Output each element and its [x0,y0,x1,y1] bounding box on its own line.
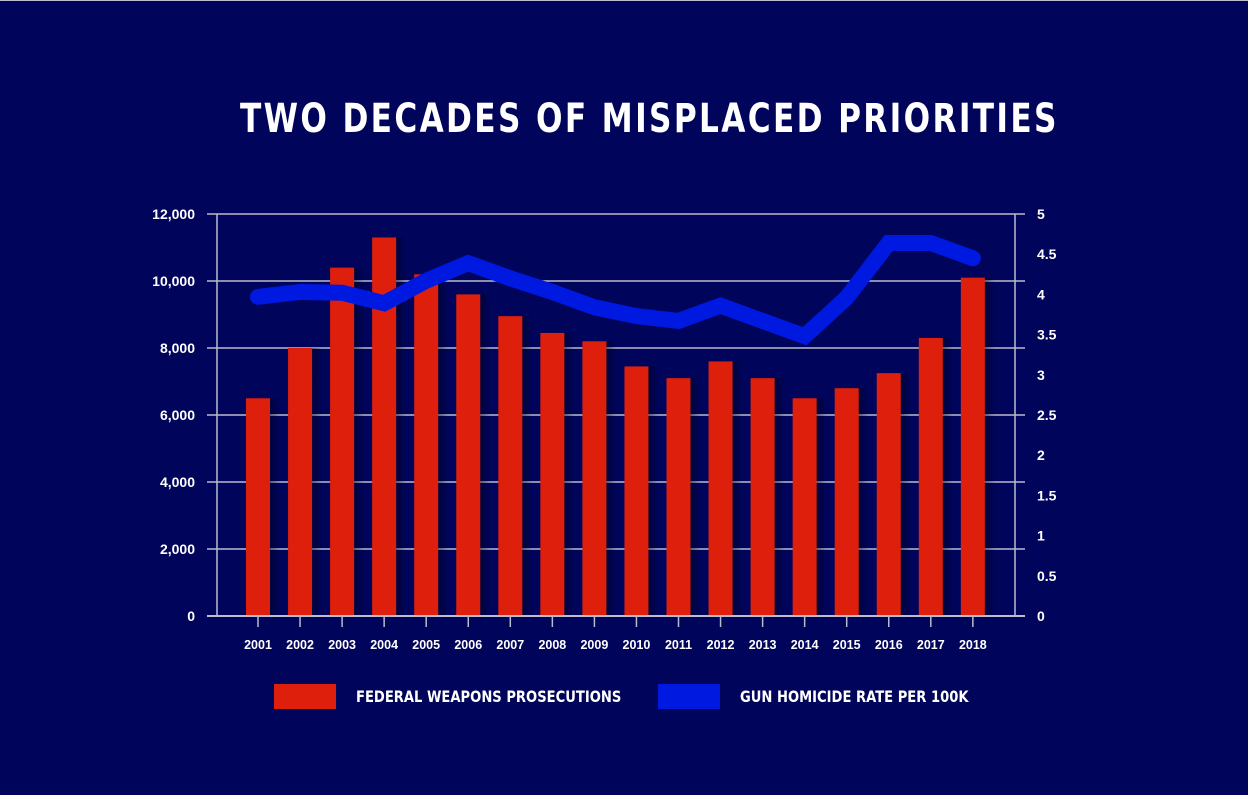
bar-shadow [859,388,869,616]
legend-label-prosecutions: FEDERAL WEAPONS PROSECUTIONS [356,687,621,706]
bar [288,348,312,616]
y-right-tick-label: 4.5 [1037,246,1057,262]
bar [667,378,691,616]
y-right-tick-label: 1.5 [1037,487,1057,503]
bar-shadow [522,316,532,616]
bar [793,398,817,616]
bar-shadow [901,373,911,616]
x-tick-label: 2018 [959,638,987,652]
homicide-line [258,243,973,336]
y-left-tick-label: 6,000 [160,407,195,423]
x-tick-label: 2002 [286,638,314,652]
legend-item-prosecutions: FEDERAL WEAPONS PROSECUTIONS [274,684,680,709]
bar [961,278,985,616]
bar [919,338,943,616]
x-tick-label: 2006 [454,638,482,652]
y-left-tick-label: 8,000 [160,340,195,356]
bar-shadow [354,268,364,616]
y-right-tick-label: 0.5 [1037,568,1057,584]
y-right-tick-label: 5 [1037,206,1045,222]
y-right-tick-label: 2 [1037,447,1045,463]
bar [456,294,480,616]
x-tick-label: 2015 [833,638,861,652]
x-tick-label: 2014 [791,638,819,652]
y-left-tick-label: 12,000 [152,206,195,222]
bar-shadow [564,333,574,616]
bar [582,341,606,616]
bar-shadow [733,361,743,616]
x-tick-label: 2001 [244,638,272,652]
legend-swatch-homicide-rate [658,684,720,709]
x-tick-label: 2008 [538,638,566,652]
bar-shadow [943,338,953,616]
bar [709,361,733,616]
x-tick-label: 2012 [707,638,735,652]
bar [624,366,648,616]
line-series-homicide-rate [258,243,973,336]
bar [246,398,270,616]
bar [877,373,901,616]
x-tick-label: 2016 [875,638,903,652]
y-right-tick-label: 1 [1037,528,1045,544]
bar [414,274,438,616]
x-tick-label: 2003 [328,638,356,652]
legend-swatch-prosecutions [274,684,336,709]
bar-shadow [985,278,995,616]
x-tick-label: 2011 [665,638,692,652]
bar-shadow [270,398,280,616]
bar [751,378,775,616]
y-right-tick-label: 3.5 [1037,327,1057,343]
legend-label-homicide-rate: GUN HOMICIDE RATE PER 100K [740,687,968,706]
y-right-tick-label: 3 [1037,367,1045,383]
y-left-tick-label: 4,000 [160,474,195,490]
bar-shadow [691,378,701,616]
x-tick-label: 2005 [412,638,440,652]
bar-shadow [606,341,616,616]
bar [835,388,859,616]
bar [498,316,522,616]
x-tick-label: 2013 [749,638,777,652]
x-tick-label: 2017 [917,638,945,652]
bar [330,268,354,616]
bar-shadow [817,398,827,616]
y-left-tick-label: 0 [187,608,195,624]
y-left-tick-label: 2,000 [160,541,195,557]
x-tick-label: 2004 [370,638,398,652]
bar-shadow [480,294,490,616]
x-tick-label: 2007 [496,638,524,652]
x-tick-label: 2010 [623,638,651,652]
bar-shadow [775,378,785,616]
bar-shadow [438,274,448,616]
bar-shadow [312,348,322,616]
bar [540,333,564,616]
y-right-tick-label: 2.5 [1037,407,1057,423]
bar-shadow [648,366,658,616]
y-right-tick-label: 4 [1037,286,1045,302]
y-right-tick-label: 0 [1037,608,1045,624]
y-left-tick-label: 10,000 [152,273,195,289]
x-tick-label: 2009 [580,638,608,652]
legend-item-homicide-rate: GUN HOMICIDE RATE PER 100K [658,684,1019,709]
